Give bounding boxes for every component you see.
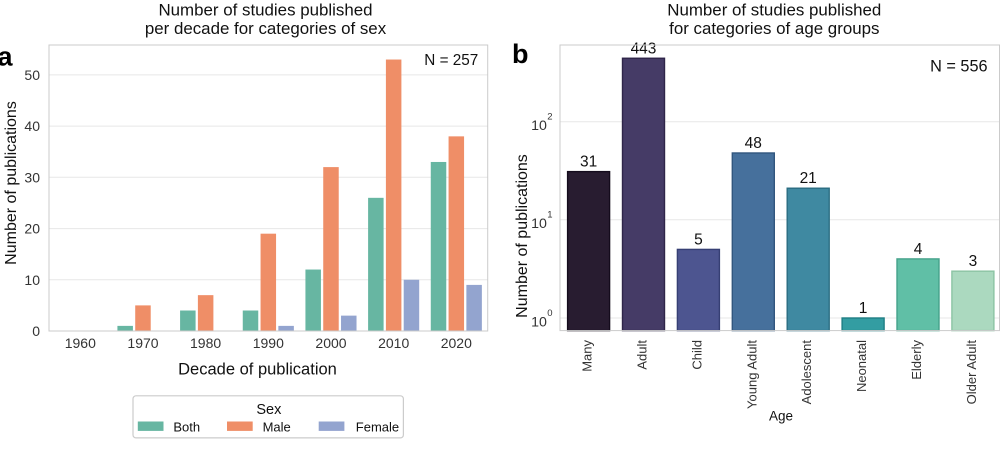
svg-text:0: 0	[547, 308, 552, 319]
svg-text:10: 10	[24, 272, 40, 288]
svg-text:10: 10	[531, 314, 547, 330]
svg-text:Both: Both	[173, 420, 200, 435]
svg-text:Number of studies published: Number of studies published	[667, 0, 881, 19]
svg-text:N = 257: N = 257	[424, 52, 478, 69]
svg-text:for categories of age groups: for categories of age groups	[669, 19, 879, 38]
svg-text:Number of studies published: Number of studies published	[158, 0, 372, 19]
svg-text:Female: Female	[356, 420, 399, 435]
svg-text:10: 10	[531, 118, 547, 134]
svg-text:1960: 1960	[65, 335, 96, 351]
svg-text:21: 21	[800, 170, 817, 187]
svg-text:Adolescent: Adolescent	[799, 340, 814, 405]
svg-text:20: 20	[24, 221, 40, 237]
svg-text:30: 30	[24, 169, 40, 185]
svg-text:Number of publications: Number of publications	[3, 101, 20, 265]
svg-text:Neonatal: Neonatal	[854, 340, 869, 392]
svg-text:48: 48	[745, 135, 762, 152]
svg-text:Decade of publication: Decade of publication	[178, 361, 337, 379]
svg-text:per decade for categories of s: per decade for categories of sex	[145, 19, 387, 38]
svg-text:Number of publications: Number of publications	[514, 154, 531, 318]
svg-text:31: 31	[580, 154, 597, 171]
svg-text:Child: Child	[689, 340, 704, 370]
svg-text:Adult: Adult	[635, 340, 650, 370]
svg-text:2: 2	[547, 112, 552, 123]
svg-text:2020: 2020	[441, 335, 472, 351]
svg-text:Many: Many	[580, 340, 595, 372]
svg-text:N = 556: N = 556	[930, 58, 987, 76]
svg-text:1980: 1980	[190, 335, 221, 351]
svg-text:2010: 2010	[378, 335, 409, 351]
svg-text:Elderly: Elderly	[909, 340, 924, 380]
svg-text:1990: 1990	[253, 335, 284, 351]
svg-text:a: a	[0, 41, 14, 71]
svg-text:40: 40	[24, 118, 40, 134]
svg-text:50: 50	[24, 67, 40, 83]
svg-text:b: b	[512, 39, 529, 69]
svg-text:2000: 2000	[315, 335, 346, 351]
svg-text:0: 0	[32, 323, 40, 339]
svg-text:1: 1	[859, 300, 868, 317]
svg-text:Sex: Sex	[256, 402, 282, 418]
svg-text:1970: 1970	[127, 335, 158, 351]
svg-text:Young Adult: Young Adult	[744, 340, 759, 409]
svg-text:5: 5	[694, 231, 703, 248]
svg-text:Male: Male	[263, 420, 291, 435]
svg-text:1: 1	[547, 210, 552, 221]
svg-text:10: 10	[531, 216, 547, 232]
svg-text:443: 443	[631, 40, 657, 57]
svg-text:3: 3	[969, 253, 978, 270]
svg-text:Age: Age	[769, 409, 793, 424]
svg-text:4: 4	[914, 241, 923, 258]
svg-text:Older Adult: Older Adult	[964, 340, 979, 405]
